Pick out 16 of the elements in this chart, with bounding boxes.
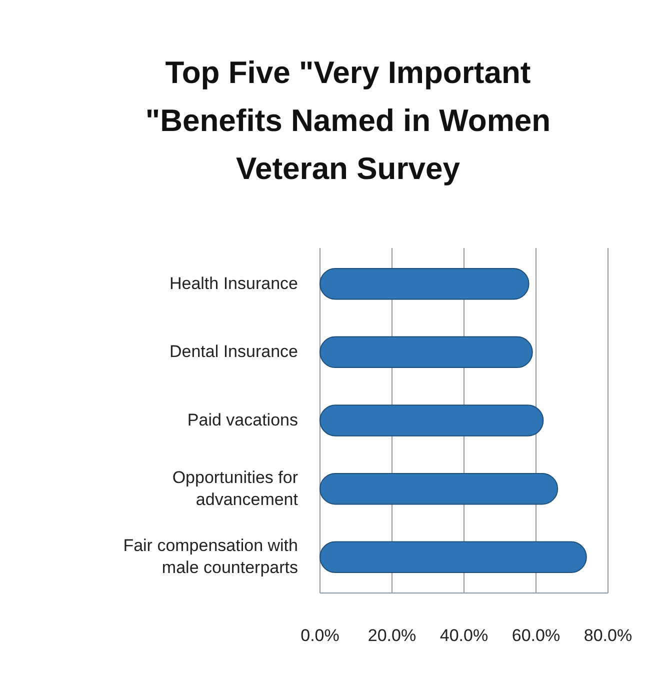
bar [320,404,544,436]
x-tick-label: 40.0% [440,626,488,645]
x-tick-label: 80.0% [584,626,632,645]
y-tick-label: Opportunities for advancement [172,468,298,509]
chart-title: Top Five "Very Important "Benefits Named in Women Veteran Survey [145,55,551,186]
bar [320,472,558,505]
y-tick-label: Paid vacations [187,410,298,430]
bar [320,541,587,574]
y-tick-label: Dental Insurance [169,342,298,362]
y-tick-label: Health Insurance [169,274,298,293]
bar [320,336,533,368]
x-tick-label: 60.0% [512,626,560,645]
x-tick-label: 20.0% [368,626,416,645]
bar [320,268,530,300]
x-tick-label: 0.0% [300,626,340,645]
y-tick-label: Fair compensation with male counterparts [123,536,298,578]
